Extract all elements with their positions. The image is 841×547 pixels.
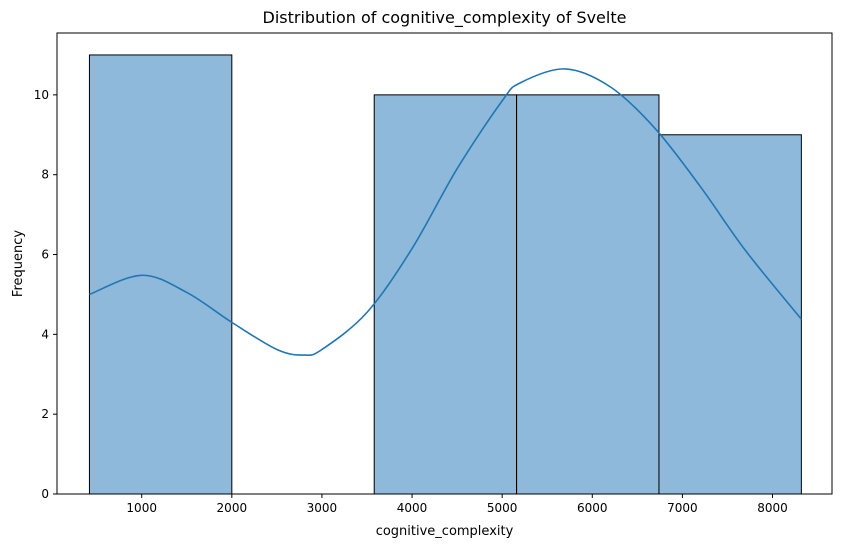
histogram-bar-0 [88,54,233,495]
x-axis-ticks: 1000 2000 3000 4000 5000 6000 7000 8000 [126,494,788,515]
plot-frame [56,32,833,495]
y-axis-label: Frequency [11,230,26,297]
x-tick-label: 7000 [667,501,698,515]
x-axis-label: cognitive_complexity [376,524,514,539]
x-tick-label: 5000 [487,501,518,515]
x-tick-label: 3000 [307,501,338,515]
y-tick-label: 2 [41,407,49,421]
histogram-bar-2 [373,94,518,495]
x-tick-label: 2000 [217,501,248,515]
histogram-bar-4 [658,134,802,495]
kde-layer [89,68,802,357]
x-tick-label: 6000 [577,501,608,515]
bars-layer [88,54,802,495]
x-tick-label: 1000 [126,501,157,515]
x-tick-label: 8000 [757,501,788,515]
y-tick-label: 8 [41,168,49,182]
x-tick-label: 4000 [397,501,428,515]
y-tick-label: 10 [34,88,49,102]
y-tick-label: 0 [41,487,49,501]
kde-curve [89,68,802,357]
y-tick-label: 4 [41,327,49,341]
y-axis-ticks: 0 2 4 6 8 10 [34,88,57,501]
y-tick-label: 6 [41,248,49,262]
chart-title: Distribution of cognitive_complexity of … [263,8,627,28]
histogram-bar-3 [516,94,660,495]
